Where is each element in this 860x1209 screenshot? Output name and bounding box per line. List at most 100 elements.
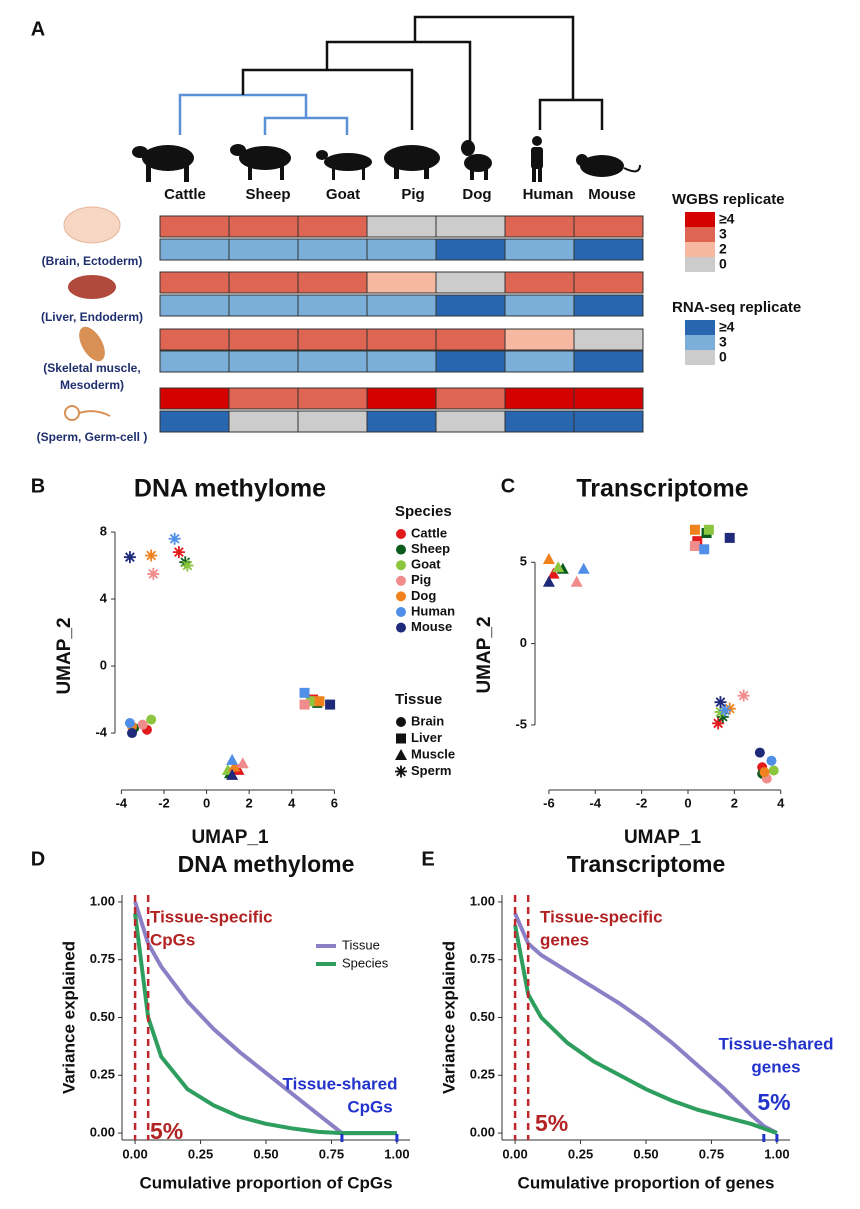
point <box>137 719 148 730</box>
point <box>724 532 735 543</box>
point <box>714 705 727 718</box>
heatmap-cell <box>228 238 299 261</box>
legend-marker <box>396 733 406 744</box>
legend-marker <box>396 575 406 586</box>
heatmap-cell <box>573 238 644 261</box>
legend-label: Tissue <box>342 937 380 952</box>
y-axis-label: UMAP_2 <box>54 617 75 694</box>
heatmap-cell <box>573 328 644 351</box>
point <box>226 753 239 765</box>
series-line <box>513 912 778 1135</box>
heatmap-cell <box>504 294 575 317</box>
heatmap-cell <box>504 328 575 351</box>
y-tick-label: 0.25 <box>90 1067 115 1082</box>
heatmap-cell <box>435 238 506 261</box>
heatmap-cell <box>159 238 230 261</box>
annotation: Tissue-specific <box>150 907 273 926</box>
x-tick-label: 0 <box>203 795 210 810</box>
heatmap-cell <box>366 328 437 351</box>
point <box>168 532 181 545</box>
legend-label: Liver <box>411 730 442 745</box>
heatmap-cell <box>573 410 644 433</box>
legend-swatch <box>685 212 715 227</box>
legend-swatch <box>685 257 715 272</box>
legend-swatch <box>685 350 715 365</box>
panel-label: E <box>421 848 434 870</box>
species-label: Goat <box>326 186 360 203</box>
legend-marker <box>396 717 406 727</box>
heatmap-cell <box>573 350 644 373</box>
heatmap-cell <box>297 238 368 261</box>
point <box>226 768 239 780</box>
point <box>299 699 310 710</box>
heatmap-cell <box>435 294 506 317</box>
legend-label: 0 <box>719 349 727 365</box>
tissue-label: (Brain, Ectoderm) <box>42 254 143 268</box>
species-label: Dog <box>462 186 491 203</box>
x-tick-label: 0.75 <box>319 1146 344 1161</box>
heatmap-cell <box>366 350 437 373</box>
point <box>689 541 700 552</box>
heatmap-cell <box>573 215 644 238</box>
x-tick-label: -6 <box>543 795 555 810</box>
heatmap-cell <box>159 294 230 317</box>
legend-marker <box>395 749 407 760</box>
legend-swatch <box>685 335 715 350</box>
heatmap-cell <box>297 387 368 410</box>
y-tick-label: 0.50 <box>470 1009 495 1024</box>
heatmap-cell <box>435 350 506 373</box>
x-axis-label: UMAP_1 <box>624 827 702 848</box>
point <box>236 757 249 769</box>
y-tick-label: 1.00 <box>90 893 115 908</box>
panel-label: A <box>31 18 45 40</box>
legend-marker <box>396 591 406 602</box>
legend-label: 3 <box>719 226 727 242</box>
annotation: 5% <box>150 1118 183 1144</box>
point <box>719 704 732 717</box>
x-tick-label: 6 <box>331 795 338 810</box>
x-tick-label: 1.00 <box>764 1146 789 1161</box>
x-tick-label: 0 <box>684 795 691 810</box>
y-tick-label: 0.25 <box>470 1067 495 1082</box>
heatmap-cell <box>504 410 575 433</box>
annotation: Tissue-shared <box>719 1034 834 1053</box>
legend-marker <box>396 622 406 633</box>
x-axis-label: UMAP_1 <box>191 827 269 848</box>
heatmap-cell <box>435 215 506 238</box>
point <box>181 559 194 572</box>
tissue-label: Mesoderm) <box>60 378 124 392</box>
point <box>228 760 241 772</box>
legend-marker <box>396 544 406 555</box>
point <box>325 699 336 710</box>
chart-title: Transcriptome <box>567 851 726 877</box>
dendrogram <box>178 15 604 145</box>
point <box>172 546 185 559</box>
species-label: Pig <box>401 186 424 203</box>
point <box>712 717 725 730</box>
y-tick-label: 0.50 <box>90 1009 115 1024</box>
point <box>145 549 158 562</box>
point <box>147 567 160 580</box>
legend-label: Species <box>342 955 389 970</box>
legend-marker <box>396 529 406 539</box>
heatmap-cell <box>435 328 506 351</box>
tissue-icons <box>63 206 121 421</box>
heatmap-cell <box>159 350 230 373</box>
panel-label: B <box>31 475 45 497</box>
point <box>124 718 135 728</box>
legend-label: ≥4 <box>719 319 735 335</box>
x-tick-label: -2 <box>158 795 170 810</box>
point <box>542 553 555 565</box>
legend-marker <box>396 560 406 571</box>
heatmap-cell <box>297 215 368 238</box>
heatmap-cell <box>504 350 575 373</box>
series-line <box>513 924 778 1135</box>
heatmap-cell <box>159 328 230 351</box>
heatmap-cell <box>159 271 230 294</box>
heatmap-cell <box>228 215 299 238</box>
x-tick-label: 4 <box>777 795 785 810</box>
y-tick-label: 0.75 <box>90 951 115 966</box>
heatmap-cell <box>504 238 575 261</box>
y-tick-label: 5 <box>520 554 527 569</box>
y-tick-label: -4 <box>95 724 107 739</box>
